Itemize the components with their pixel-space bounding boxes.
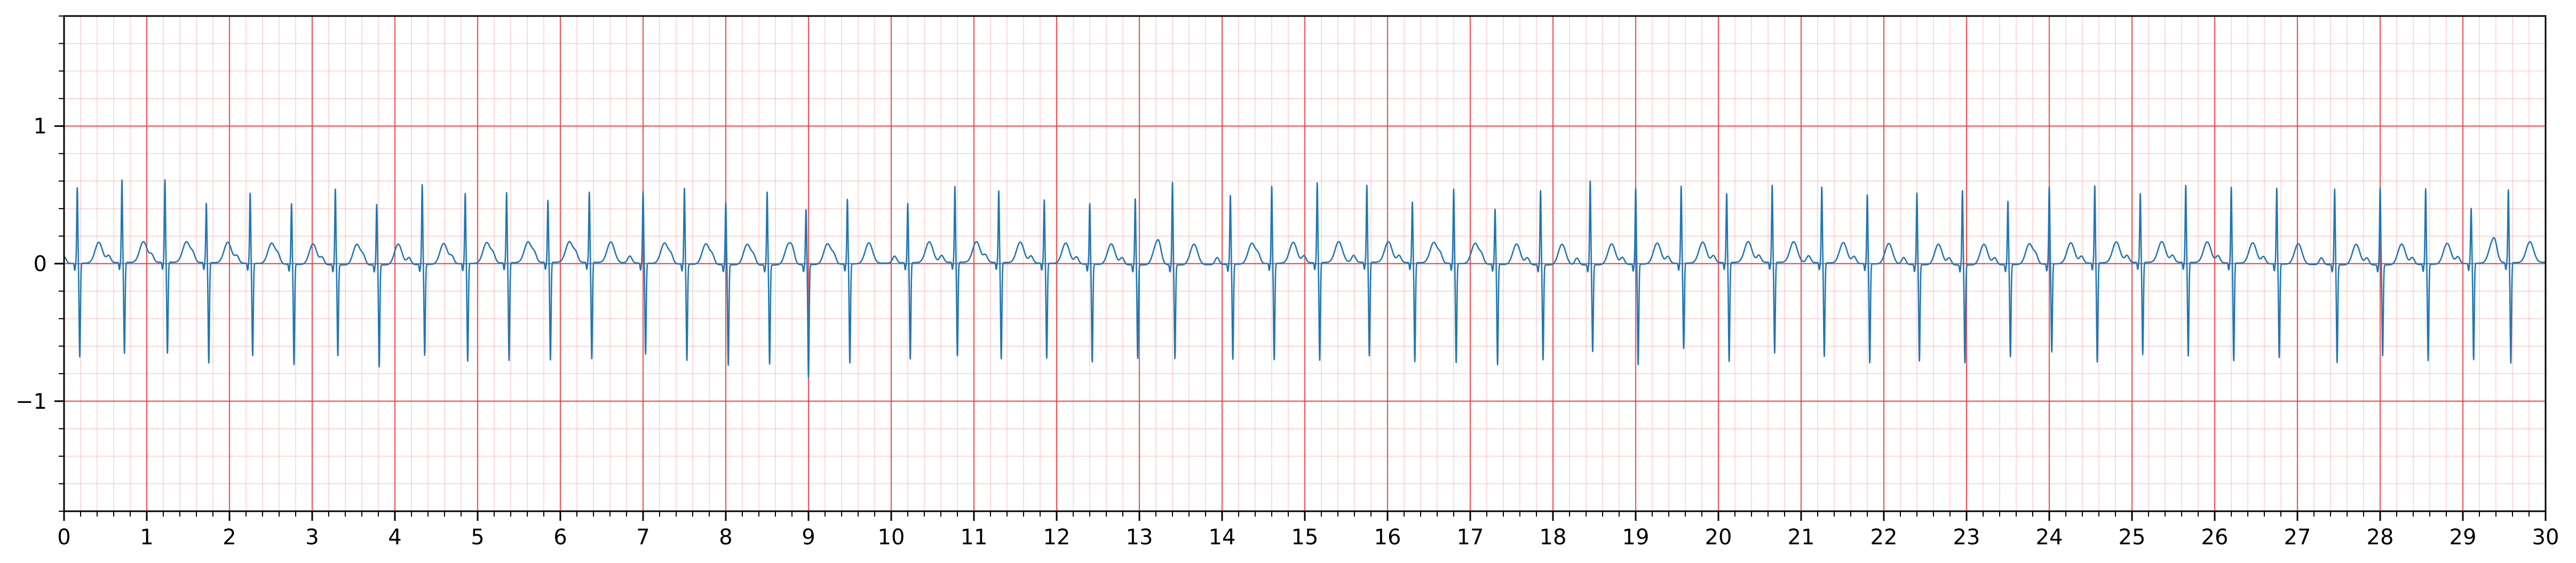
x-tick-label: 18 — [1540, 525, 1567, 550]
x-tick-label: 13 — [1126, 525, 1153, 550]
x-tick-label: 11 — [961, 525, 988, 550]
x-tick-label: 0 — [57, 525, 70, 550]
x-tick-label: 30 — [2532, 525, 2559, 550]
y-tick-label: 0 — [34, 252, 47, 276]
x-axis: 0 1 2 3 4 5 6 7 8 9 10 11 12 13 14 15 16 17 18 19 20 21 22 23 24… — [57, 511, 2559, 550]
x-tick-label: 28 — [2367, 525, 2394, 550]
x-tick-label: 4 — [388, 525, 401, 550]
x-tick-label: 1 — [140, 525, 153, 550]
x-tick-label: 2 — [223, 525, 236, 550]
x-tick-label: 7 — [636, 525, 649, 550]
x-tick-label: 24 — [2036, 525, 2063, 550]
x-tick-label: 26 — [2201, 525, 2229, 550]
x-tick-label: 23 — [1953, 525, 1980, 550]
y-tick-label: 1 — [34, 114, 47, 139]
x-tick-label: 12 — [1043, 525, 1071, 550]
x-tick-label: 25 — [2119, 525, 2146, 550]
x-tick-label: 10 — [878, 525, 905, 550]
x-tick-label: 19 — [1622, 525, 1650, 550]
x-tick-label: 20 — [1705, 525, 1732, 550]
y-axis: −1 0 1 — [15, 15, 64, 512]
x-tick-label: 9 — [802, 525, 815, 550]
x-tick-label: 3 — [305, 525, 319, 550]
x-tick-label: 16 — [1374, 525, 1401, 550]
x-tick-label: 21 — [1788, 525, 1815, 550]
x-tick-label: 15 — [1291, 525, 1319, 550]
y-tick-label: −1 — [15, 390, 47, 414]
x-tick-label: 8 — [719, 525, 732, 550]
x-tick-label: 5 — [471, 525, 484, 550]
x-tick-label: 14 — [1209, 525, 1236, 550]
ecg-trace-line — [64, 179, 2546, 378]
x-tick-label: 27 — [2284, 525, 2311, 550]
x-tick-label: 17 — [1457, 525, 1484, 550]
x-tick-label: 29 — [2450, 525, 2477, 550]
x-tick-label: 6 — [553, 525, 567, 550]
x-tick-label: 22 — [1870, 525, 1898, 550]
